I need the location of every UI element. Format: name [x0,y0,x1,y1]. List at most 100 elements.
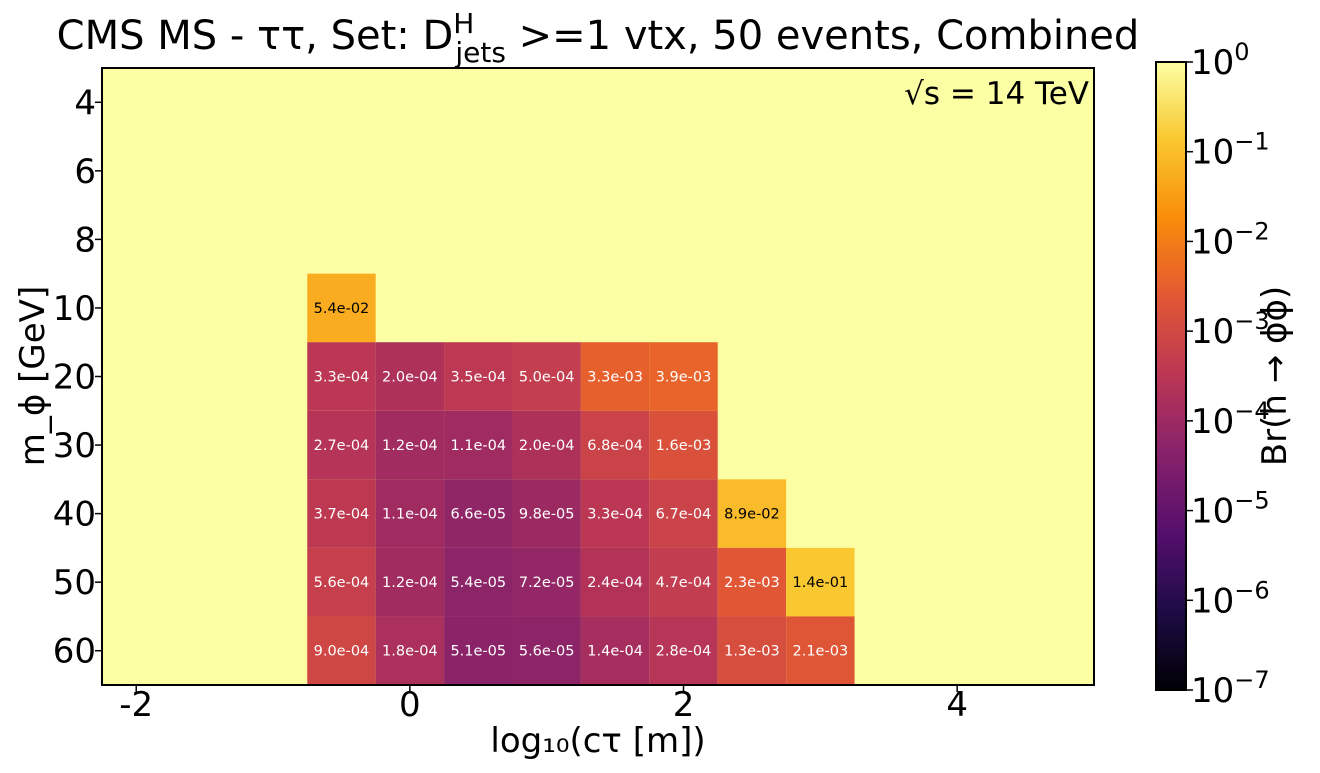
colorbar-tick-label: 10−4 [1191,397,1270,442]
x-axis-ticks: -2 0 2 4 [119,685,968,725]
cell-value-label: 1.2e-04 [382,438,438,454]
heatmap-cell [649,616,718,685]
x-tick-label: -2 [119,685,153,725]
cell-value-label: 7.2e-05 [519,575,575,591]
cell-value-label: 5.4e-05 [450,575,506,591]
colorbar-tick-label: 10−6 [1191,576,1270,621]
heatmap-cell [375,479,445,548]
colorbar-label: Br(h → ϕϕ) [1255,286,1295,466]
heatmap-cell [307,410,376,480]
colorbar-ticks: 100 10−1 10−2 10−3 10−4 10−5 10−6 10−7 [1186,38,1270,711]
heatmap-cell [307,616,376,685]
x-tick-label: 0 [399,685,421,725]
cell-value-label: 9.0e-04 [314,644,370,660]
y-tick-label: 6 [74,152,96,192]
colorbar-tick-label: 100 [1191,38,1250,83]
heatmap-cell [717,547,787,617]
heatmap-cell [786,616,855,685]
colorbar-tick-label: 10−3 [1191,307,1270,352]
cell-value-label: 1.2e-04 [382,575,438,591]
x-axis-label: log₁₀(cτ [m]) [490,721,705,761]
cell-value-label: 2.8e-04 [656,644,712,660]
y-tick-label: 8 [74,220,96,260]
heatmap-cell [580,342,650,411]
cell-value-label: 5.0e-04 [519,370,575,386]
y-tick-label: 50 [53,563,96,603]
y-tick-label: 30 [53,426,96,466]
cell-value-label: 3.3e-04 [314,370,370,386]
y-axis-label: m_ϕ [GeV] [13,286,53,466]
heatmap-cell [444,616,513,685]
heatmap-cell [580,616,650,685]
cell-value-label: 5.4e-02 [314,301,370,317]
colorbar-tick-label: 10−1 [1191,128,1270,173]
cell-value-label: 2.3e-03 [724,575,780,591]
energy-annotation: √s = 14 TeV [904,76,1089,112]
heatmap-cell [786,547,855,617]
cell-value-label: 2.0e-04 [519,438,575,454]
heatmap-cell [444,342,513,411]
chart-title-prefix: CMS MS - ττ, Set: D [57,13,454,59]
heatmap-cell [444,410,513,480]
chart-title-superscript: H [453,7,474,40]
cell-value-label: 6.8e-04 [587,438,643,454]
cell-value-label: 5.1e-05 [450,644,506,660]
colorbar-tick-label: 10−5 [1191,487,1270,532]
cell-value-label: 6.7e-04 [656,507,712,523]
cell-value-label: 1.8e-04 [382,644,438,660]
heatmap-cell [444,547,513,617]
x-tick-label: 2 [673,685,695,725]
heatmap-cell [649,342,718,411]
cell-value-label: 2.1e-03 [793,644,849,660]
heatmap-cell [444,479,513,548]
chart-title-suffix: >=1 vtx, 50 events, Combined [506,13,1139,59]
cell-value-label: 3.7e-04 [314,507,370,523]
cell-value-label: 1.4e-01 [793,575,849,591]
y-tick-label: 10 [53,289,96,329]
colorbar-tick-label: 10−7 [1191,666,1270,711]
x-tick-label: 4 [946,685,968,725]
cell-value-label: 6.6e-05 [450,507,506,523]
cell-value-label: 2.4e-04 [587,575,643,591]
cell-value-label: 2.7e-04 [314,438,370,454]
heatmap-cell [375,342,445,411]
heatmap-cell [580,479,650,548]
heatmap-cell [649,410,718,480]
y-tick-label: 4 [74,83,96,123]
heatmap-cell [512,616,581,685]
heatmap-cell [307,479,376,548]
chart-title-subscript: jets [454,36,506,69]
cell-value-label: 3.3e-04 [587,507,643,523]
cell-value-label: 4.7e-04 [656,575,712,591]
cell-value-label: 1.3e-03 [724,644,780,660]
colorbar-tick-label: 10−2 [1191,217,1270,262]
chart-title: CMS MS - ττ, Set: DH jets >=1 vtx, 50 eve… [57,7,1140,69]
cell-value-label: 5.6e-04 [314,575,370,591]
heatmap-cell [375,410,445,480]
heatmap-cell [375,547,445,617]
heatmap-cell [649,479,718,548]
cell-value-label: 9.8e-05 [519,507,575,523]
cell-value-label: 1.1e-04 [382,507,438,523]
heatmap-cell [512,342,581,411]
heatmap-cell [375,616,445,685]
cell-value-label: 5.6e-05 [519,644,575,660]
heatmap-cell [512,410,581,480]
cell-value-label: 2.0e-04 [382,370,438,386]
y-tick-label: 20 [53,358,96,398]
cell-value-label: 3.5e-04 [450,370,506,386]
heatmap-cell [307,273,376,343]
cell-value-label: 1.4e-04 [587,644,643,660]
heatmap-cell [307,342,376,411]
heatmap-cell [717,616,787,685]
heatmap-cell [512,547,581,617]
cell-value-label: 3.9e-03 [656,370,712,386]
heatmap-cell [717,479,787,548]
heatmap-cell [580,410,650,480]
heatmap-cell [580,547,650,617]
y-axis-ticks: 4 6 8 10 20 30 40 50 60 [53,83,102,672]
y-tick-label: 60 [53,632,96,672]
heatmap-cell [649,547,718,617]
cell-value-label: 1.1e-04 [450,438,506,454]
